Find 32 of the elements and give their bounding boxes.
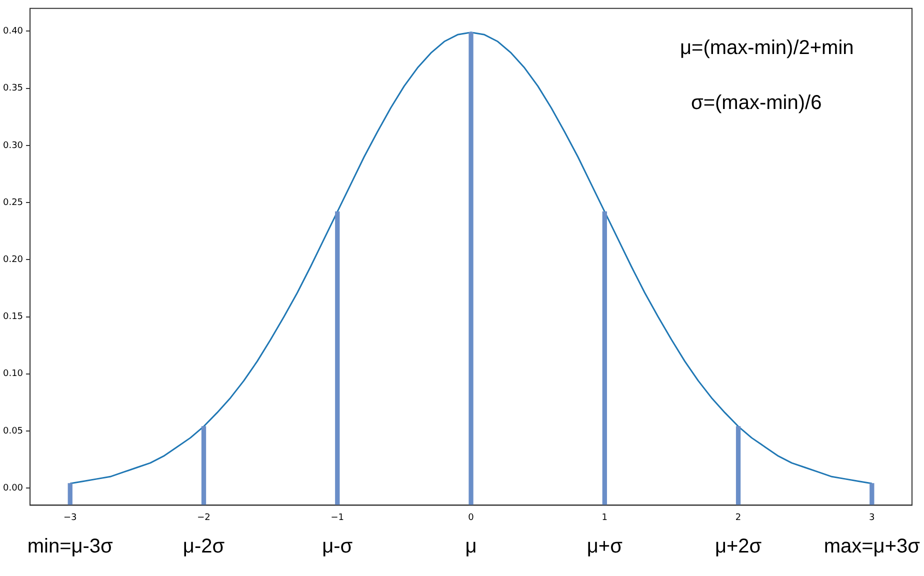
y-tick-label: 0.00 [2,483,24,494]
text: μ-2σ [182,536,226,558]
text: μ+σ [586,536,624,558]
x-tick-label: −3 [63,512,77,523]
y-tick-label: 0.20 [2,255,24,265]
bar [335,211,340,506]
y-tick-label: 0.10 [2,369,24,380]
y-tick-label: 0.40 [2,26,24,37]
x-tick-label: 3 [869,512,875,523]
y-tick-label: 0.35 [2,84,24,94]
y-tick-label: 0.15 [2,312,24,322]
text: max=μ+3σ [824,536,921,558]
x-tick-label: −1 [330,512,344,523]
annotation: μ=(max-min)/2+min [680,36,854,59]
x-tick-label: 0 [468,512,474,523]
bar [870,483,874,506]
text: μ [465,536,477,558]
y-tick-label: 0.25 [2,198,24,208]
annotation: σ=(max-min)/6 [691,92,822,114]
x-tick-label: −2 [197,512,210,523]
bar [602,211,607,506]
text: μ+2σ [714,536,762,558]
text: min=μ-3σ [27,536,114,558]
x-tick-label: 2 [735,512,742,523]
y-tick-label: 0.30 [2,140,24,151]
x-tick-label: 1 [602,512,608,523]
text: μ-σ [322,536,354,558]
y-tick-label: 0.05 [2,426,24,436]
bar [68,483,72,506]
bar [736,426,741,506]
bar [201,426,206,506]
bar [468,32,474,506]
